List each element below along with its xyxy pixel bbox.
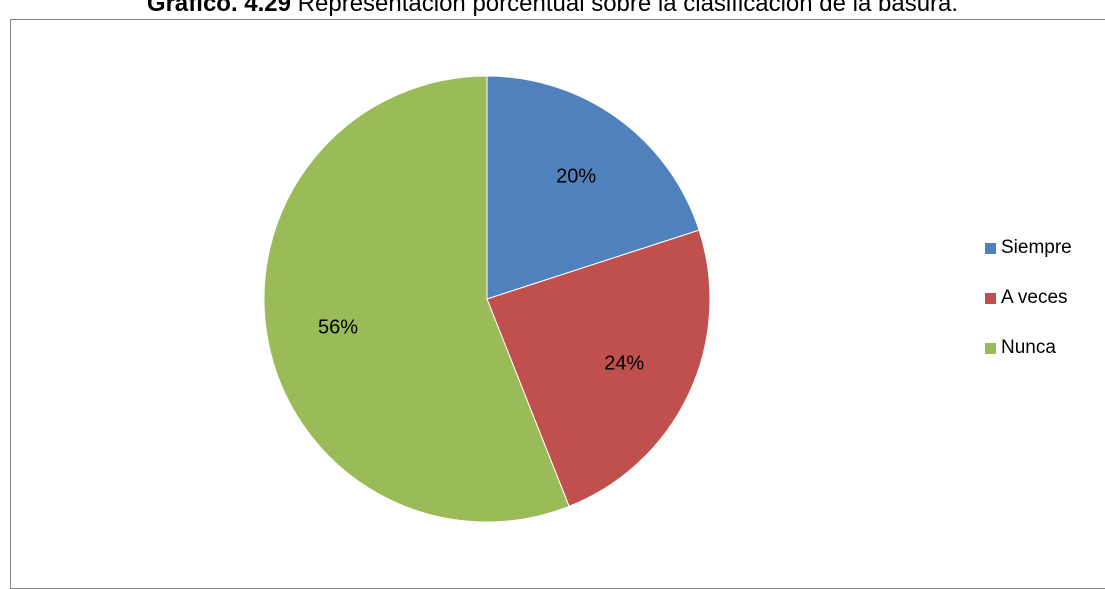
pie-slice-a-veces <box>486 229 711 507</box>
legend-item-a-veces: A veces <box>985 286 1072 310</box>
caption-figure-number: Gráfico. 4.29 <box>146 0 291 17</box>
data-label-nunca: 56% <box>318 316 358 338</box>
legend-swatch <box>985 342 996 354</box>
legend-item-siempre: Siempre <box>985 236 1072 260</box>
legend-label: A veces <box>1001 287 1068 308</box>
pie-slice-nunca <box>263 75 570 523</box>
chart-legend: Siempre A veces Nunca <box>985 236 1072 386</box>
legend-label: Siempre <box>1001 237 1072 258</box>
legend-item-nunca: Nunca <box>985 336 1072 360</box>
legend-swatch <box>985 292 996 304</box>
chart-caption: Gráfico. 4.29 Representación porcentual … <box>0 0 1105 22</box>
legend-swatch <box>985 242 996 254</box>
legend-label: Nunca <box>1001 337 1056 358</box>
data-label-a-veces: 24% <box>604 353 644 375</box>
pie-chart: 20% 24% 56% <box>263 75 711 523</box>
caption-text: Representación porcentual sobre la clasi… <box>291 0 959 17</box>
pie-slice-siempre <box>486 75 700 300</box>
data-label-siempre: 20% <box>556 165 596 187</box>
